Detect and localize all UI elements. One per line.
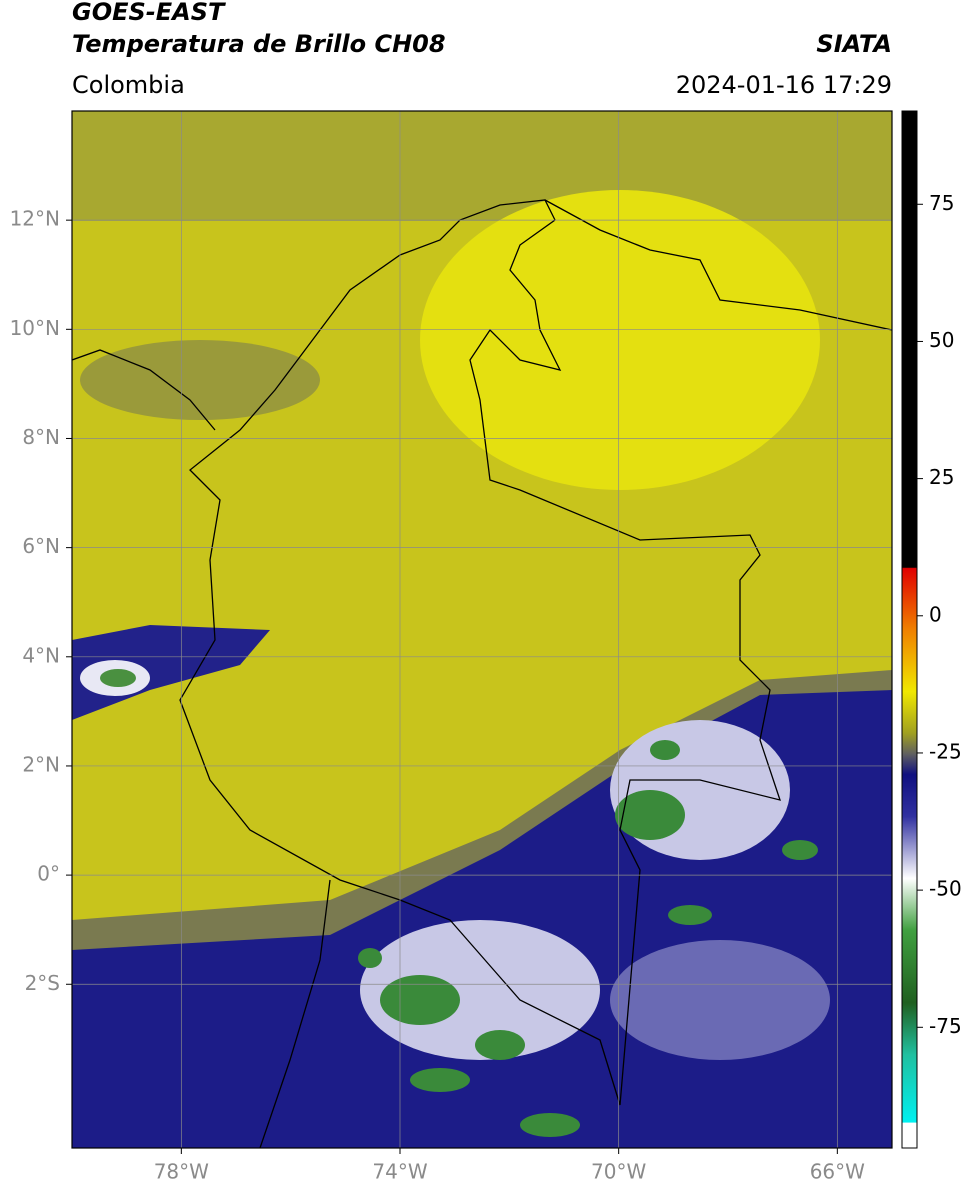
y-tick-label: 4°N (22, 643, 60, 667)
area (358, 948, 382, 968)
area (475, 1030, 525, 1060)
area (410, 1068, 470, 1092)
datetime: 2024-01-16 17:29 (676, 71, 892, 99)
colorbar-tick-label: -50 (929, 877, 962, 901)
area (72, 111, 892, 221)
grid (72, 111, 892, 1148)
x-tick-label: 66°W (810, 1160, 865, 1184)
y-tick-label: 8°N (22, 425, 60, 449)
x-tick-label: 70°W (591, 1160, 646, 1184)
colorbar (901, 110, 918, 1149)
area (668, 905, 712, 925)
area (782, 840, 818, 860)
area (80, 340, 320, 420)
y-tick-label: 2°S (25, 971, 60, 995)
map-frame (71, 110, 893, 1149)
area (520, 1113, 580, 1137)
borders (72, 199, 892, 1148)
colorbar-tick-label: -25 (929, 739, 962, 763)
y-tick-label: 2°N (22, 752, 60, 776)
y-tick-label: 0° (37, 862, 60, 886)
title: Temperatura de Brillo CH08 (72, 30, 446, 58)
region: Colombia (72, 71, 185, 99)
y-tick-label: 10°N (10, 316, 60, 340)
y-tick-label: 6°N (22, 534, 60, 558)
colorbar-tick-label: 75 (929, 191, 954, 215)
cold-area (72, 625, 270, 720)
colorbar-tick-label: -75 (929, 1014, 962, 1038)
area (615, 790, 685, 840)
x-tick-label: 74°W (372, 1160, 427, 1184)
y-tick-label: 12°N (10, 207, 60, 231)
colorbar-tick-label: 25 (929, 465, 954, 489)
colorbar-tick-label: 0 (929, 602, 942, 626)
colorbar-tick-label: 50 (929, 328, 954, 352)
area (610, 940, 830, 1060)
source: SIATA (816, 30, 892, 58)
x-tick-label: 78°W (154, 1160, 209, 1184)
area (650, 740, 680, 760)
title: GOES-EAST (72, 0, 226, 26)
area (420, 190, 820, 490)
map-image (72, 111, 892, 1148)
area (380, 975, 460, 1025)
area (100, 669, 136, 687)
area (610, 720, 790, 860)
